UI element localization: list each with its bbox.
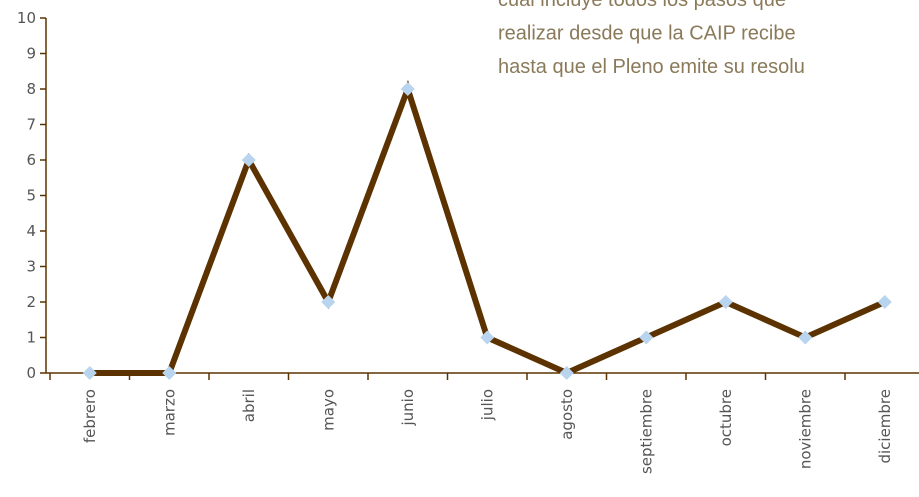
x-tick-label: mayo [319,389,337,431]
marker [480,330,495,345]
y-tick-label: 6 [26,151,36,169]
marker [162,366,177,380]
x-tick-label: abril [240,389,258,422]
x-tick-label: octubre [717,389,735,446]
marker [241,153,256,167]
marker [877,295,892,309]
annotation: cual incluye todos los pasos que [498,0,786,11]
line [89,79,886,377]
marker [321,295,336,309]
marker [639,330,654,345]
marker [798,330,813,345]
x-tick-label: febrero [81,389,99,443]
y-tick-label: 9 [26,45,36,63]
y-tick-label: 1 [26,329,36,347]
x-tick-label: marzo [160,389,178,436]
y-tick-label: 5 [26,187,36,205]
x-tick-label: noviembre [796,389,814,469]
annotation: realizar desde que la CAIP recibe [498,23,796,45]
annotation: hasta que el Pleno emite su resolu [498,56,805,78]
y-tick-label: 10 [17,9,36,27]
x-tick-label: diciembre [876,389,894,464]
x-tick-label: agosto [558,389,576,440]
x-tick-label: septiembre [637,389,655,474]
x-tick-label: junio [399,389,417,427]
x-tick-label: julio [478,389,496,421]
marker [559,366,574,380]
y-tick-label: 4 [26,222,36,240]
y-tick-label: 0 [26,364,36,382]
marker [82,366,97,380]
y-tick-label: 3 [26,258,36,276]
y-tick-label: 2 [26,293,36,311]
y-tick-label: 7 [26,116,36,134]
y-tick-label: 8 [26,80,36,98]
marker [400,82,415,96]
marker [718,295,733,309]
